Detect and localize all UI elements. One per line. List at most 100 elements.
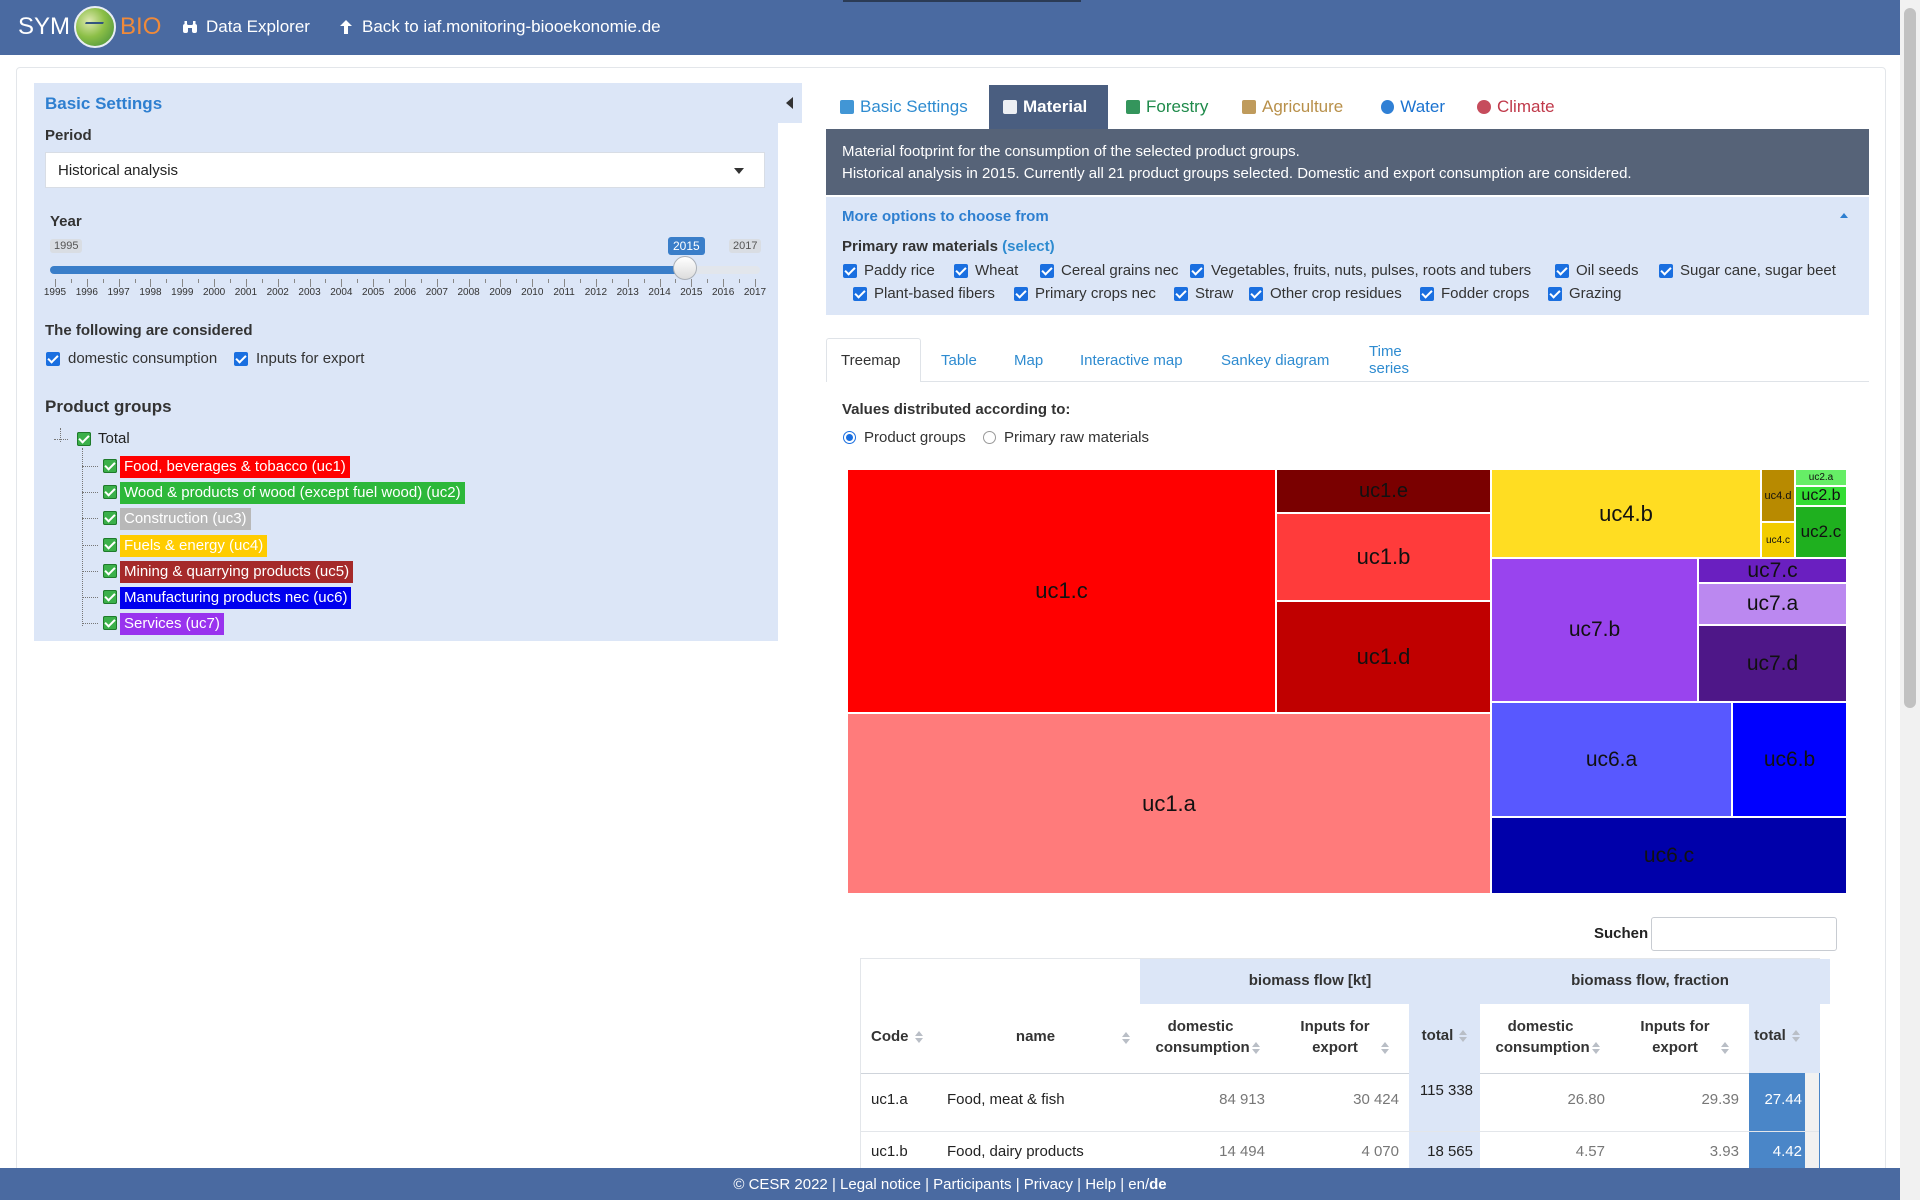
tab-forestry[interactable]: Forestry: [1112, 85, 1226, 129]
th-fraction-export[interactable]: Inputs for export: [1615, 1016, 1749, 1058]
product-group-label[interactable]: Services (uc7): [120, 613, 224, 636]
radio-primary-materials[interactable]: Primary raw materials: [983, 429, 1149, 446]
treemap-chart[interactable]: uc1.c uc1.e uc1.b uc1.d uc1.a uc4.b uc4.d uc4.c…: [847, 469, 1847, 894]
treemap-cell[interactable]: uc7.a: [1698, 583, 1847, 625]
tree-checkbox-total[interactable]: [77, 432, 91, 446]
tree-checkbox[interactable]: [103, 590, 117, 604]
material-checkbox-row[interactable]: Plant-based fibers: [853, 285, 995, 302]
material-checkbox-row[interactable]: Vegetables, fruits, nuts, pulses, roots …: [1190, 262, 1531, 279]
tab-water[interactable]: Water: [1367, 85, 1459, 129]
nav-data-explorer[interactable]: Data Explorer: [182, 17, 310, 37]
th-name[interactable]: name: [931, 1003, 1140, 1073]
period-select[interactable]: Historical analysis: [45, 152, 765, 188]
material-checkbox-row[interactable]: Straw: [1174, 285, 1233, 302]
tree-root-label[interactable]: Total: [98, 430, 130, 447]
footer-privacy-link[interactable]: Privacy: [1023, 1175, 1073, 1193]
treemap-cell[interactable]: uc4.c: [1761, 522, 1795, 558]
product-group-label[interactable]: Wood & products of wood (except fuel woo…: [120, 482, 465, 505]
material-checkbox-row[interactable]: Other crop residues: [1249, 285, 1402, 302]
material-checkbox[interactable]: [853, 286, 867, 301]
th-fraction-domestic[interactable]: domestic consumption: [1480, 1016, 1615, 1058]
page-scrollbar[interactable]: [1900, 0, 1920, 1200]
treemap-cell[interactable]: uc6.c: [1491, 817, 1847, 894]
treemap-cell[interactable]: uc2.a: [1795, 469, 1847, 486]
subtab-table[interactable]: Table: [941, 351, 977, 369]
subtab-treemap[interactable]: Treemap: [826, 338, 921, 382]
treemap-cell[interactable]: uc1.a: [847, 713, 1491, 894]
material-checkbox[interactable]: [843, 263, 857, 278]
material-checkbox[interactable]: [1555, 263, 1569, 278]
radio-product-groups[interactable]: Product groups: [843, 429, 966, 446]
tab-material[interactable]: Material: [989, 85, 1108, 129]
radio-primary-materials-button[interactable]: [983, 431, 996, 444]
tree-checkbox[interactable]: [103, 485, 117, 500]
treemap-cell[interactable]: uc2.c: [1795, 506, 1847, 558]
select-link[interactable]: (select): [1002, 238, 1055, 255]
treemap-cell[interactable]: uc7.d: [1698, 625, 1847, 702]
treemap-cell[interactable]: uc1.b: [1276, 513, 1491, 601]
sidebar-collapse-toggle[interactable]: [778, 83, 802, 123]
footer-lang-en[interactable]: en: [1128, 1175, 1145, 1193]
footer-legal-link[interactable]: Legal notice: [840, 1175, 921, 1193]
nav-back-link[interactable]: Back to iaf.monitoring-biooekonomie.de: [338, 17, 661, 37]
tree-checkbox[interactable]: [103, 537, 117, 552]
footer-help-link[interactable]: Help: [1085, 1175, 1117, 1193]
material-checkbox-row[interactable]: Sugar cane, sugar beet: [1659, 262, 1836, 279]
treemap-cell[interactable]: uc1.d: [1276, 601, 1491, 713]
material-checkbox-row[interactable]: Fodder crops: [1420, 285, 1529, 302]
treemap-cell[interactable]: uc1.c: [847, 469, 1276, 713]
product-group-label[interactable]: Construction (uc3): [120, 508, 251, 531]
domestic-checkbox[interactable]: [46, 351, 60, 366]
material-checkbox[interactable]: [1249, 286, 1263, 301]
year-slider-handle[interactable]: [673, 256, 697, 280]
footer-lang-de[interactable]: de: [1149, 1175, 1167, 1193]
tab-climate[interactable]: Climate: [1463, 85, 1588, 129]
brand-logo[interactable]: SYM BIO: [18, 6, 161, 48]
material-checkbox-row[interactable]: Oil seeds: [1555, 262, 1639, 279]
treemap-cell[interactable]: uc4.b: [1491, 469, 1761, 558]
domestic-checkbox-row[interactable]: domestic consumption: [46, 350, 217, 367]
material-checkbox-row[interactable]: Grazing: [1548, 285, 1622, 302]
th-export[interactable]: Inputs for export: [1275, 1016, 1409, 1058]
material-checkbox[interactable]: [1420, 286, 1434, 301]
footer-participants-link[interactable]: Participants: [933, 1175, 1012, 1193]
material-checkbox[interactable]: [1659, 263, 1673, 278]
export-checkbox[interactable]: [234, 351, 248, 366]
th-fraction-total[interactable]: total: [1749, 1027, 1805, 1044]
tab-agriculture[interactable]: Agriculture: [1228, 85, 1364, 129]
th-domestic[interactable]: domestic consumption: [1140, 1016, 1275, 1058]
export-checkbox-row[interactable]: Inputs for export: [234, 350, 364, 367]
material-checkbox-row[interactable]: Paddy rice: [843, 262, 935, 279]
treemap-cell[interactable]: uc7.c: [1698, 558, 1847, 583]
th-total[interactable]: total: [1409, 1027, 1480, 1044]
material-checkbox[interactable]: [1040, 263, 1054, 278]
tree-checkbox[interactable]: [103, 563, 117, 578]
search-input[interactable]: [1651, 917, 1837, 951]
material-checkbox-row[interactable]: Wheat: [954, 262, 1018, 279]
treemap-cell[interactable]: uc2.b: [1795, 486, 1847, 506]
product-group-label[interactable]: Mining & quarrying products (uc5): [120, 560, 354, 583]
material-checkbox[interactable]: [1014, 286, 1028, 301]
product-group-label[interactable]: Fuels & energy (uc4): [120, 534, 268, 557]
product-group-label[interactable]: Food, beverages & tobacco (uc1): [120, 456, 350, 478]
tree-checkbox[interactable]: [103, 459, 117, 473]
radio-product-groups-button[interactable]: [843, 431, 856, 444]
subtab-sankey-diagram[interactable]: Sankey diagram: [1221, 351, 1330, 369]
treemap-cell[interactable]: uc6.b: [1732, 702, 1847, 817]
tree-checkbox[interactable]: [103, 511, 117, 526]
treemap-cell[interactable]: uc4.d: [1761, 469, 1795, 522]
tree-checkbox[interactable]: [103, 616, 117, 631]
product-group-label[interactable]: Manufacturing products nec (uc6): [120, 587, 352, 609]
material-checkbox[interactable]: [1174, 286, 1188, 301]
options-toggle[interactable]: More options to choose from: [842, 208, 1049, 225]
scrollbar-thumb[interactable]: [1904, 8, 1916, 708]
treemap-cell[interactable]: uc6.a: [1491, 702, 1732, 817]
subtab-interactive-map[interactable]: Interactive map: [1080, 351, 1183, 369]
material-checkbox-row[interactable]: Cereal grains nec: [1040, 262, 1179, 279]
material-checkbox[interactable]: [1190, 263, 1204, 278]
caret-up-icon[interactable]: [1840, 213, 1848, 218]
tab-basic-settings[interactable]: Basic Settings: [826, 85, 989, 129]
material-checkbox[interactable]: [1548, 286, 1562, 301]
subtab-map[interactable]: Map: [1014, 351, 1044, 369]
table-scrollbar[interactable]: [1805, 1073, 1819, 1191]
